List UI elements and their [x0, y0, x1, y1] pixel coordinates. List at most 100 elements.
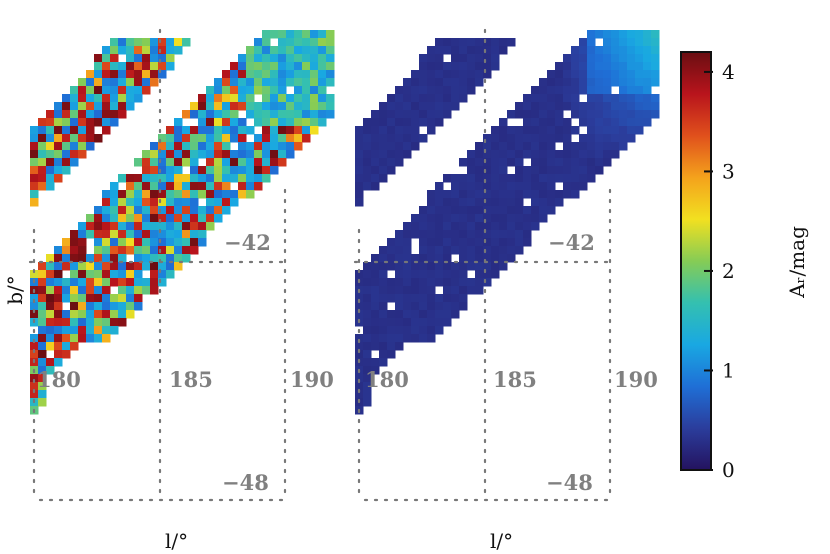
- panel-right-cell: [499, 174, 508, 183]
- panel-right-cell: [539, 214, 548, 223]
- panel-right-cell: [523, 110, 532, 119]
- panel-left-cell: [70, 158, 79, 167]
- panel-left-cell: [126, 182, 135, 191]
- panel-left-cell: [174, 254, 183, 263]
- panel-left-cell: [174, 150, 183, 159]
- panel-left-cell: [302, 70, 311, 79]
- panel-right-cell: [555, 134, 564, 143]
- panel-right-cell: [435, 94, 444, 103]
- panel-right-cell: [395, 302, 404, 311]
- panel-left-cell: [174, 246, 183, 255]
- panel-left-cell: [118, 238, 127, 247]
- panel-right-cell: [603, 38, 612, 47]
- panel-right-cell: [475, 246, 484, 255]
- panel-left-cell: [142, 190, 151, 199]
- panel-right-cell: [395, 126, 404, 135]
- panel-right-cell: [587, 158, 596, 167]
- panel-right-cell: [467, 150, 476, 159]
- panel-right-cell: [531, 86, 540, 95]
- panel-right-cell: [491, 142, 500, 151]
- panel-right-cell: [547, 174, 556, 183]
- panel-left-cell: [206, 134, 215, 143]
- panel-left-cell: [54, 342, 63, 351]
- panel-left-cell: [166, 246, 175, 255]
- panel-left-cell: [206, 126, 215, 135]
- panel-left-cell: [150, 182, 159, 191]
- panel-right-cell: [651, 30, 660, 39]
- panel-right-cell: [611, 110, 620, 119]
- panel-right-cell: [395, 270, 404, 279]
- panel-right-cell: [467, 86, 476, 95]
- panel-left-cell: [150, 270, 159, 279]
- panel-right-cell: [363, 150, 372, 159]
- panel-right-cell: [427, 206, 436, 215]
- panel-right-cell: [491, 198, 500, 207]
- panel-right-cell: [395, 294, 404, 303]
- panel-left-cell: [190, 190, 199, 199]
- panel-left-heatmap: 180 185 190 −42 −48 l/°: [28, 28, 335, 553]
- panel-right-cell: [451, 278, 460, 287]
- panel-right-cell: [651, 102, 660, 111]
- panel-right-cell: [467, 254, 476, 263]
- panel-left-cell: [102, 198, 111, 207]
- panel-right-cell: [395, 150, 404, 159]
- panel-right-cell: [371, 334, 380, 343]
- panel-right-cell: [419, 94, 428, 103]
- colorbar-tick-label-0: 0: [722, 458, 735, 482]
- panel-left-cell: [134, 262, 143, 271]
- panel-left-cell: [190, 102, 199, 111]
- panel-left-cell: [126, 206, 135, 215]
- panel-left-cell: [222, 150, 231, 159]
- panel-right-cell: [499, 190, 508, 199]
- panel-left-cell: [158, 62, 167, 71]
- panel-left-cell: [158, 158, 167, 167]
- panel-right-cell: [451, 102, 460, 111]
- panel-left-cell: [318, 30, 327, 39]
- panel-left-cell: [222, 110, 231, 119]
- panel-right-cell: [611, 94, 620, 103]
- panel-right-cell: [379, 286, 388, 295]
- panel-right-cell: [459, 46, 468, 55]
- panel-right-cell: [563, 134, 572, 143]
- panel-left-cell: [126, 302, 135, 311]
- panel-right-cell: [643, 30, 652, 39]
- panel-left-cell: [94, 134, 103, 143]
- panel-right-cell: [627, 94, 636, 103]
- panel-left-cell: [278, 46, 287, 55]
- panel-right-cell: [387, 310, 396, 319]
- panel-left-cell: [310, 102, 319, 111]
- panel-left-cell: [94, 302, 103, 311]
- panel-left-cell: [102, 302, 111, 311]
- panel-right-cell: [371, 150, 380, 159]
- panel-left-cell: [302, 62, 311, 71]
- panel-right-cell: [459, 94, 468, 103]
- panel-right-cell: [371, 134, 380, 143]
- panel-right-cell: [483, 262, 492, 271]
- panel-left-cell: [158, 174, 167, 183]
- panel-right-cell: [467, 214, 476, 223]
- panel-right-cell: [539, 102, 548, 111]
- panel-right-cell: [555, 110, 564, 119]
- panel-right-cell: [635, 62, 644, 71]
- panel-right-cell: [475, 198, 484, 207]
- panel-right-cell: [419, 278, 428, 287]
- panel-right-cell: [619, 102, 628, 111]
- panel-right-cell: [371, 174, 380, 183]
- panel-right-cell: [435, 70, 444, 79]
- panel-left-cell: [278, 158, 287, 167]
- panel-left-cell: [254, 102, 263, 111]
- panel-left-cell: [94, 310, 103, 319]
- panel-left-cell: [214, 94, 223, 103]
- panel-left-cell: [278, 102, 287, 111]
- panel-right-cell: [403, 262, 412, 271]
- panel-right-cell: [531, 222, 540, 231]
- panel-left-cell: [166, 166, 175, 175]
- panel-right-cell: [411, 110, 420, 119]
- panel-left-cell: [134, 222, 143, 231]
- panel-left-cell: [286, 62, 295, 71]
- panel-right-cell: [635, 118, 644, 127]
- panel-right-cell: [507, 126, 516, 135]
- panel-left-cell: [302, 94, 311, 103]
- panel-right-cell: [531, 118, 540, 127]
- panel-right-cell: [587, 86, 596, 95]
